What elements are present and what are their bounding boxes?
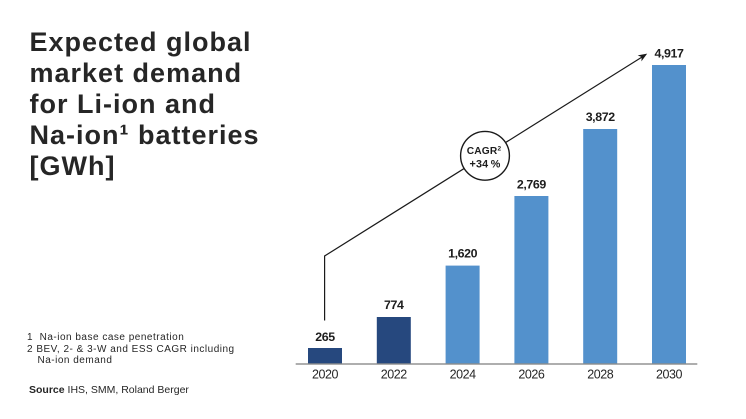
svg-text:2030: 2030 [656,367,683,381]
svg-text:CAGR2: CAGR2 [467,145,502,157]
svg-text:1,620: 1,620 [448,247,478,261]
svg-text:774: 774 [384,298,404,312]
svg-text:3,872: 3,872 [586,110,616,124]
svg-text:265: 265 [315,330,335,344]
svg-text:2024: 2024 [450,367,477,381]
svg-text:2020: 2020 [312,367,339,381]
svg-text:2,769: 2,769 [517,178,547,192]
svg-text:2026: 2026 [518,367,545,381]
svg-text:4,917: 4,917 [654,46,684,60]
svg-text:2022: 2022 [381,367,408,381]
svg-text:2028: 2028 [587,367,614,381]
svg-text:+34 %: +34 % [469,158,500,170]
